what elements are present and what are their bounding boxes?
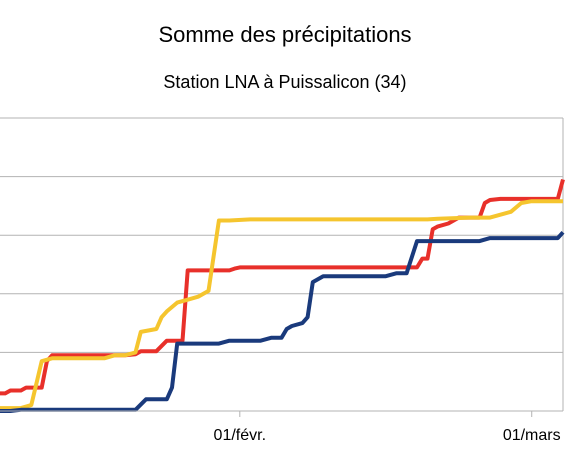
x-tick-label: 01/mars (503, 427, 561, 444)
x-tick-label: 01/févr. (214, 427, 266, 444)
series-line-2 (0, 199, 563, 411)
series-lines (0, 178, 565, 413)
series-line-1 (0, 178, 565, 396)
chart-title: Somme des précipitations (158, 22, 412, 47)
chart-subtitle: Station LNA à Puissalicon (34) (163, 72, 407, 92)
x-axis: 01/févr. 01/mars (0, 410, 563, 444)
gridlines (0, 117, 564, 411)
series-line-3 (0, 230, 565, 413)
